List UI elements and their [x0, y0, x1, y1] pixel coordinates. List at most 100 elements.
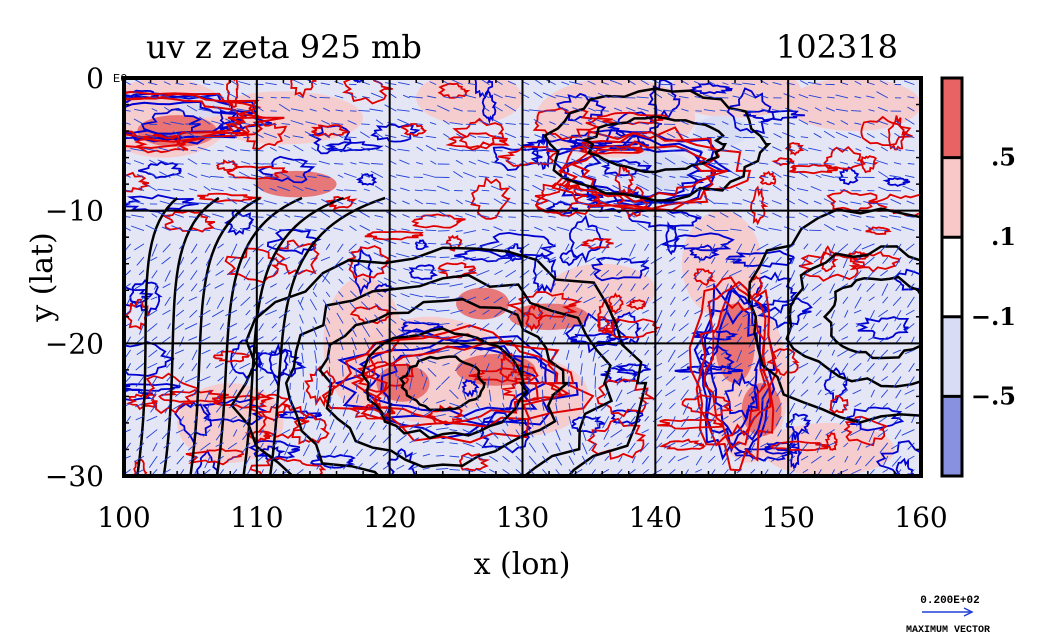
wind-vector: [559, 200, 570, 205]
wind-vector: [603, 442, 610, 448]
wind-vector: [585, 228, 596, 232]
wind-vectors: [124, 78, 915, 476]
wind-vector: [390, 174, 397, 178]
wind-vector: [522, 323, 530, 333]
wind-vector: [382, 395, 386, 404]
wind-vector: [214, 362, 224, 369]
wind-vector: [791, 256, 796, 265]
wind-vector: [903, 80, 915, 86]
wind-vector: [905, 243, 915, 251]
wind-vector: [455, 159, 463, 165]
wind-vector: [198, 202, 211, 205]
wind-vector: [681, 108, 689, 112]
wind-vector: [526, 363, 530, 373]
wind-vector: [522, 309, 530, 318]
wind-vector: [267, 226, 277, 231]
wind-vector: [462, 455, 475, 460]
wind-vector: [597, 92, 610, 99]
wind-vector: [911, 270, 915, 277]
wind-vector: [802, 283, 809, 292]
wind-vector: [292, 135, 304, 139]
wind-vector: [515, 402, 519, 411]
wind-vector: [279, 229, 291, 232]
colorbar-segment: [942, 78, 962, 158]
wind-vector: [876, 120, 888, 125]
wind-vector: [852, 227, 862, 232]
wind-vector: [841, 429, 849, 434]
wind-vector: [179, 243, 185, 250]
negative-contour: [882, 177, 911, 187]
wind-vector: [230, 225, 238, 231]
wind-vector: [290, 108, 304, 112]
wind-vector: [773, 123, 782, 125]
vector-key-value: 0.200E+02: [920, 595, 979, 607]
wind-vector: [188, 216, 198, 218]
wind-vector: [907, 163, 915, 165]
wind-vector: [216, 296, 225, 309]
wind-vector: [302, 391, 306, 404]
wind-vector: [613, 145, 623, 152]
wind-vector: [615, 416, 623, 425]
wind-vector: [837, 243, 849, 254]
wind-vector: [573, 188, 583, 192]
height-contour: [542, 87, 772, 202]
wind-vector: [477, 136, 490, 139]
wind-vector: [907, 442, 915, 450]
wind-vector: [191, 389, 198, 397]
wind-vector: [370, 92, 384, 99]
wind-vector: [838, 323, 849, 332]
y-tick-label: −10: [45, 195, 104, 228]
positive-contour: [859, 155, 879, 174]
wind-vector: [278, 323, 291, 333]
wind-vector: [162, 283, 171, 289]
wind-vector: [284, 442, 291, 456]
wind-vector: [204, 455, 211, 469]
wind-vector: [179, 256, 185, 265]
wind-vector: [905, 309, 915, 316]
wind-vector: [270, 96, 277, 99]
wind-vector: [136, 442, 145, 452]
wind-vector: [324, 323, 331, 337]
wind-vector: [462, 256, 477, 261]
wind-vector: [427, 360, 437, 364]
wind-vector: [575, 283, 583, 293]
wind-vector: [612, 184, 623, 192]
wind-vector: [151, 108, 158, 112]
wind-vector: [830, 402, 836, 413]
wind-vector: [555, 455, 563, 466]
wind-vector: [390, 293, 397, 298]
wind-vector: [721, 376, 729, 382]
wind-vector: [703, 109, 716, 112]
wind-vector: [622, 185, 636, 192]
wind-vector: [269, 147, 277, 152]
wind-vector: [850, 214, 862, 218]
wind-vector: [750, 469, 756, 474]
wind-vector: [497, 336, 503, 343]
wind-vector: [827, 455, 835, 462]
wind-vector: [604, 455, 610, 462]
wind-vector: [386, 265, 397, 271]
wind-vector: [185, 376, 198, 383]
wind-vector: [723, 442, 729, 453]
wind-vector: [416, 356, 424, 364]
wind-vector: [497, 349, 503, 359]
wind-vector: [848, 132, 862, 139]
wind-vector: [133, 160, 145, 165]
wind-vector: [284, 296, 291, 302]
wind-vector: [849, 349, 862, 359]
negative-contour: [699, 344, 735, 371]
wind-vector: [504, 256, 517, 264]
wind-vector: [733, 121, 742, 125]
wind-vector: [558, 210, 570, 218]
wind-vector: [462, 415, 469, 421]
wind-vector: [851, 468, 862, 475]
wind-vector: [759, 309, 769, 316]
wind-vector: [423, 189, 437, 192]
wind-vector: [666, 212, 676, 218]
wind-vector: [537, 349, 543, 363]
wind-vector: [569, 81, 583, 86]
wind-vector: [205, 402, 211, 412]
wind-vector: [463, 171, 477, 178]
wind-vector: [528, 442, 537, 453]
wind-vector: [868, 296, 875, 302]
